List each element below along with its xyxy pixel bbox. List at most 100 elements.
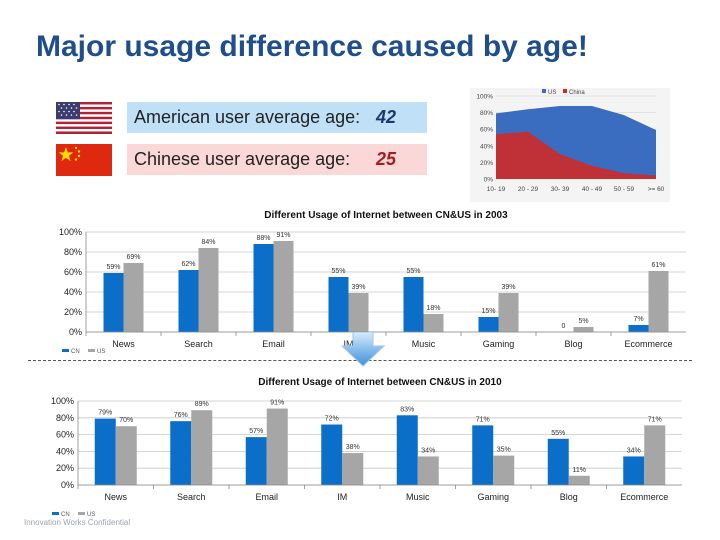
x-tick-label: Gaming	[483, 339, 515, 349]
cn-average-age-box: Chinese user average age: 25	[127, 144, 427, 175]
x-tick-label: Blog	[560, 492, 578, 502]
y-tick-label: 0%	[69, 327, 82, 337]
x-tick-label: Blog	[564, 339, 582, 349]
us-average-age-value: 42	[376, 107, 397, 127]
data-label: 70%	[119, 417, 133, 424]
cn-bar	[253, 244, 274, 332]
data-label: 89%	[195, 401, 209, 408]
x-tick-label: News	[104, 492, 127, 502]
confidential-footer: Innovation Works Confidential	[24, 518, 131, 527]
y-tick-label: 40%	[480, 143, 493, 150]
data-label: 0	[562, 323, 566, 330]
x-tick-label: Ecommerce	[624, 339, 672, 349]
cn-bar	[245, 437, 267, 485]
cn-bar	[472, 425, 494, 485]
legend-label: CN	[71, 349, 80, 355]
cn-bar	[478, 317, 499, 332]
data-label: 62%	[181, 261, 195, 268]
y-tick-label: 100%	[59, 227, 82, 237]
us-bar	[115, 426, 137, 485]
us-bar	[573, 327, 594, 332]
data-label: 34%	[421, 447, 435, 454]
cn-bar	[396, 415, 418, 485]
data-label: 71%	[648, 416, 662, 423]
data-label: 39%	[501, 284, 515, 291]
data-label: 55%	[331, 268, 345, 275]
x-tick-label: Search	[177, 492, 206, 502]
us-bar	[648, 271, 669, 332]
data-label: 88%	[256, 235, 270, 242]
data-label: 83%	[400, 406, 414, 413]
y-tick-label: 20%	[64, 307, 82, 317]
us-bar	[198, 248, 219, 332]
y-tick-label: 80%	[56, 413, 74, 423]
china-flag-icon	[56, 144, 112, 176]
data-label: 91%	[270, 400, 284, 407]
us-bar	[568, 475, 590, 485]
x-tick-label: Music	[412, 339, 436, 349]
x-tick-label: IM	[344, 339, 354, 349]
y-tick-label: 0%	[61, 480, 74, 490]
x-tick-label: Search	[184, 339, 213, 349]
cn-average-age-label: Chinese user average age:	[134, 149, 351, 169]
data-label: 72%	[325, 416, 339, 423]
x-tick-label: Email	[255, 492, 278, 502]
chart-title: Different Usage of Internet between CN&U…	[258, 377, 502, 388]
data-label: 7%	[633, 316, 643, 323]
legend-label: US	[87, 512, 95, 518]
legend-label: US	[97, 349, 105, 355]
us-bar	[266, 408, 288, 485]
cn-bar	[328, 277, 349, 332]
y-tick-label: 20%	[56, 463, 74, 473]
y-tick-label: 40%	[56, 446, 74, 456]
us-average-age-box: American user average age: 42	[127, 102, 427, 133]
us-bar	[191, 410, 213, 485]
china-area	[496, 131, 656, 179]
cn-bar	[623, 456, 645, 485]
data-label: 5%	[578, 318, 588, 325]
data-label: 91%	[276, 232, 290, 239]
down-arrow-icon	[340, 332, 386, 367]
us-flag-icon	[56, 102, 112, 134]
usage-2003-bar-chart: Different Usage of Internet between CN&U…	[59, 210, 686, 355]
data-label: 59%	[106, 264, 120, 271]
legend-swatch	[563, 89, 567, 93]
legend-swatch	[62, 349, 69, 352]
legend-label: CN	[61, 512, 70, 518]
x-tick-label: Ecommerce	[620, 492, 668, 502]
usage-2010-bar-chart: Different Usage of Internet between CN&U…	[51, 377, 682, 518]
cn-bar	[321, 424, 343, 485]
us-bar	[348, 293, 369, 332]
legend-label: China	[569, 90, 585, 96]
x-tick-label: 40 - 49	[582, 186, 603, 193]
data-label: 55%	[406, 268, 420, 275]
y-tick-label: 60%	[56, 430, 74, 440]
data-label: 76%	[174, 412, 188, 419]
chart-title: Different Usage of Internet between CN&U…	[264, 210, 508, 221]
legend-swatch	[78, 512, 85, 515]
page-title: Major usage difference caused by age!	[36, 30, 588, 63]
data-label: 18%	[426, 305, 440, 312]
data-label: 15%	[481, 308, 495, 315]
cn-bar	[103, 273, 124, 332]
x-tick-label: News	[112, 339, 135, 349]
data-label: 34%	[627, 447, 641, 454]
us-bar	[644, 425, 666, 485]
data-label: 71%	[476, 416, 490, 423]
us-bar	[498, 293, 519, 332]
y-tick-label: 80%	[64, 247, 82, 257]
y-tick-label: 100%	[476, 94, 493, 101]
us-bar	[273, 241, 294, 332]
data-label: 55%	[551, 430, 565, 437]
data-label: 79%	[98, 410, 112, 417]
y-tick-label: 80%	[480, 110, 493, 117]
data-label: 35%	[497, 447, 511, 454]
x-tick-label: 20 - 29	[518, 186, 539, 193]
x-tick-label: 10- 19	[487, 186, 506, 193]
x-tick-label: >= 60	[648, 186, 665, 193]
cn-bar	[178, 270, 199, 332]
legend-swatch	[52, 512, 59, 515]
cn-bar	[170, 421, 192, 485]
data-label: 84%	[201, 239, 215, 246]
data-label: 38%	[346, 444, 360, 451]
